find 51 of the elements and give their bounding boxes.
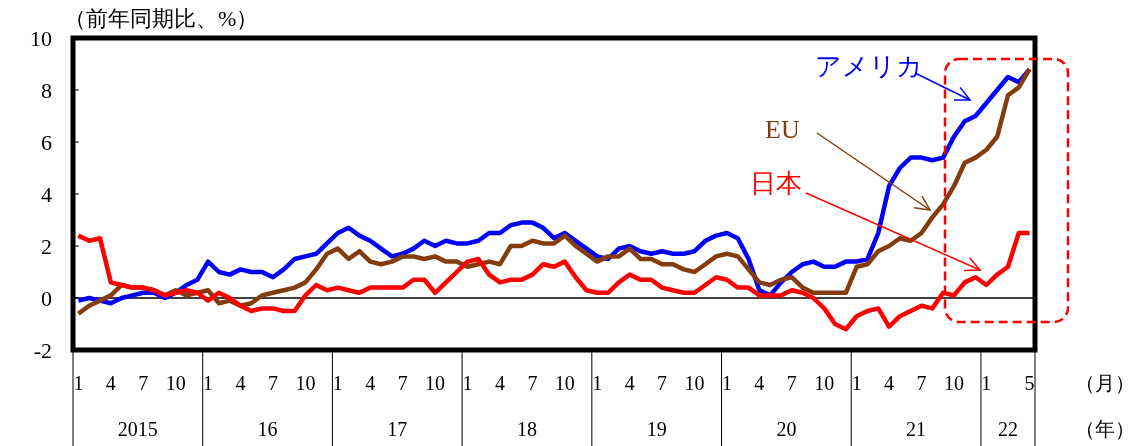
text: 2015 [117,418,158,440]
text: 21 [906,418,927,440]
x-tick-label: 4 [365,372,376,394]
x-tick-label: 5 [1024,372,1035,394]
text: 18 [516,418,537,440]
x-tick-label: 1 [332,372,343,394]
y-tick-label: -2 [33,337,52,363]
y-tick-label: 6 [41,129,52,155]
x-tick-label: 1 [73,372,84,394]
x-tick-label: 1 [462,372,473,394]
y-axis-title: （前年同期比、%） [64,6,259,31]
x-tick-label: 4 [754,372,765,394]
x-tick-label: 4 [235,372,246,394]
x-tick-label: 1 [203,372,214,394]
text: 20 [776,418,797,440]
x-tick-label: 7 [916,372,927,394]
x-tick-label: 1 [851,372,862,394]
x-tick-label: 10 [165,372,186,394]
x-axis-title: （月） [1075,372,1135,394]
x-tick-label: 4 [624,372,635,394]
x-tick-label: 10 [814,372,835,394]
y-tick-label: 0 [41,285,52,311]
text: （年） [1075,418,1135,440]
text: 22 [997,418,1018,440]
x-tick-label: 1 [981,372,992,394]
text: 日本 [750,169,802,198]
x-tick-label: 4 [494,372,505,394]
text: 16 [257,418,278,440]
y-tick-label: 10 [30,25,52,51]
x-tick-label: 10 [684,372,705,394]
x-tick-label: 10 [943,372,964,394]
text: 17 [387,418,408,440]
x-tick-label: 1 [592,372,603,394]
text: 19 [646,418,667,440]
x-tick-label: 7 [138,372,149,394]
x-tick-label: 10 [295,372,316,394]
text: アメリカ [815,52,923,81]
x-tick-label: 4 [884,372,895,394]
x-tick-label: 7 [267,372,278,394]
x-tick-label: 4 [105,372,116,394]
y-tick-label: 8 [41,77,52,103]
x-tick-label: 1 [721,372,732,394]
x-tick-label: 10 [554,372,575,394]
x-tick-label: 7 [527,372,538,394]
y-tick-label: 2 [41,233,52,259]
text: EU [765,115,800,144]
x-tick-label: 10 [425,372,446,394]
y-tick-label: 4 [41,181,52,207]
x-tick-label: 7 [397,372,408,394]
x-tick-label: 7 [786,372,797,394]
x-tick-label: 7 [657,372,668,394]
